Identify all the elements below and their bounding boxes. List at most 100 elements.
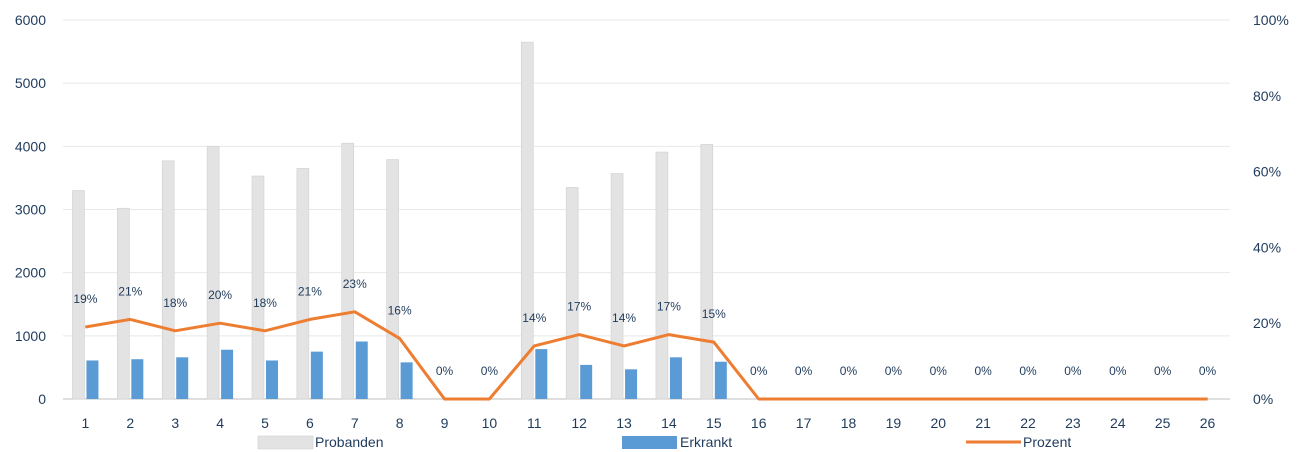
point-prozent xyxy=(1207,398,1209,400)
bar-probanden xyxy=(117,207,130,400)
data-label-prozent: 14% xyxy=(612,311,636,325)
x-axis-tick: 22 xyxy=(1020,415,1036,431)
point-prozent xyxy=(174,330,176,332)
legend-label-probanden: Probanden xyxy=(315,434,384,450)
legend-swatch-probanden xyxy=(257,435,314,450)
x-axis-tick: 11 xyxy=(527,415,542,431)
right-axis-ticks: 0% 20% 40% 60% 80% 100% xyxy=(1253,12,1289,407)
bar-erkrankt xyxy=(355,341,368,399)
series-prozent xyxy=(84,310,1209,401)
bar-erkrankt xyxy=(86,360,99,399)
gridlines xyxy=(63,19,1230,400)
data-label-prozent: 0% xyxy=(1199,364,1217,378)
point-prozent xyxy=(1027,398,1029,400)
bar-probanden xyxy=(72,190,85,400)
series-probanden xyxy=(72,41,714,400)
x-axis-tick: 16 xyxy=(751,415,767,431)
point-prozent xyxy=(937,398,939,400)
data-label-prozent: 0% xyxy=(795,364,813,378)
x-axis-tick: 24 xyxy=(1110,415,1126,431)
bar-erkrankt xyxy=(669,357,682,399)
x-axis-tick: 1 xyxy=(82,415,90,431)
bar-erkrankt xyxy=(714,361,727,399)
point-prozent xyxy=(354,311,356,313)
right-axis-tick: 100% xyxy=(1253,12,1289,28)
data-label-prozent: 18% xyxy=(253,296,277,310)
x-axis-tick: 23 xyxy=(1065,415,1081,431)
point-prozent xyxy=(219,322,221,324)
bar-probanden xyxy=(610,173,624,400)
x-axis-tick: 20 xyxy=(930,415,946,431)
bar-probanden xyxy=(655,151,669,400)
point-prozent xyxy=(488,398,490,400)
bar-probanden xyxy=(161,160,175,400)
x-axis-tick: 9 xyxy=(441,415,449,431)
x-axis-tick: 18 xyxy=(841,415,857,431)
data-label-prozent: 20% xyxy=(208,288,232,302)
data-label-prozent: 16% xyxy=(388,303,412,317)
left-axis-tick: 5000 xyxy=(15,75,46,91)
data-label-prozent: 0% xyxy=(436,364,454,378)
bar-probanden xyxy=(520,41,534,400)
bar-erkrankt xyxy=(580,364,593,399)
point-prozent xyxy=(982,398,984,400)
data-label-prozent: 0% xyxy=(1109,364,1127,378)
point-prozent xyxy=(847,398,849,400)
point-prozent xyxy=(803,398,805,400)
point-prozent xyxy=(309,318,311,320)
data-label-prozent: 0% xyxy=(885,364,903,378)
data-label-prozent: 0% xyxy=(481,364,499,378)
x-axis-tick: 15 xyxy=(706,415,722,431)
data-label-prozent: 0% xyxy=(974,364,992,378)
x-axis-tick: 6 xyxy=(306,415,314,431)
point-prozent xyxy=(578,334,580,336)
bar-erkrankt xyxy=(625,369,638,399)
left-axis-tick: 2000 xyxy=(15,265,46,281)
right-axis-tick: 60% xyxy=(1253,164,1281,180)
bar-erkrankt xyxy=(535,349,548,399)
x-axis-tick: 2 xyxy=(126,415,134,431)
data-label-prozent: 17% xyxy=(657,300,681,314)
x-axis-tick: 25 xyxy=(1155,415,1171,431)
bar-probanden xyxy=(341,142,355,400)
left-axis-tick: 3000 xyxy=(15,202,46,218)
right-axis-tick: 80% xyxy=(1253,88,1281,104)
point-prozent xyxy=(668,334,670,336)
x-axis-tick: 13 xyxy=(616,415,632,431)
x-axis-tick: 12 xyxy=(571,415,587,431)
data-label-prozent: 21% xyxy=(118,284,142,298)
x-axis-tick: 14 xyxy=(661,415,677,431)
bar-erkrankt xyxy=(265,360,278,399)
point-prozent xyxy=(623,345,625,347)
legend-swatch-erkrankt xyxy=(622,436,677,449)
x-axis-tick: 19 xyxy=(886,415,902,431)
left-axis-tick: 6000 xyxy=(15,12,46,28)
left-axis-tick: 4000 xyxy=(15,138,46,154)
legend-label-erkrankt: Erkrankt xyxy=(680,434,732,450)
data-label-prozent: 21% xyxy=(298,284,322,298)
data-label-prozent: 23% xyxy=(343,277,367,291)
data-label-prozent: 0% xyxy=(1154,364,1172,378)
data-label-prozent: 15% xyxy=(702,307,726,321)
bar-probanden xyxy=(700,144,714,400)
data-label-prozent: 0% xyxy=(930,364,948,378)
data-label-prozent: 0% xyxy=(1064,364,1082,378)
data-label-prozent: 0% xyxy=(1019,364,1037,378)
bar-probanden xyxy=(251,175,265,400)
point-prozent xyxy=(892,398,894,400)
x-axis-tick: 26 xyxy=(1200,415,1216,431)
point-prozent xyxy=(444,398,446,400)
point-prozent xyxy=(758,398,760,400)
data-label-prozent: 18% xyxy=(163,296,187,310)
point-prozent xyxy=(399,337,401,339)
bar-erkrankt xyxy=(400,362,413,399)
point-prozent xyxy=(264,330,266,332)
data-label-prozent: 0% xyxy=(750,364,768,378)
line-prozent xyxy=(85,310,1208,401)
data-label-prozent: 14% xyxy=(522,311,546,325)
x-axis-ticks: 1 2 3 4 5 6 7 8 9 10 11 12 13 14 15 16 17 18 19 20 21 22 23 24 2… xyxy=(82,415,1216,431)
data-label-prozent: 19% xyxy=(73,292,97,306)
right-axis-tick: 20% xyxy=(1253,315,1281,331)
data-label-prozent: 0% xyxy=(840,364,858,378)
x-axis-tick: 3 xyxy=(171,415,179,431)
